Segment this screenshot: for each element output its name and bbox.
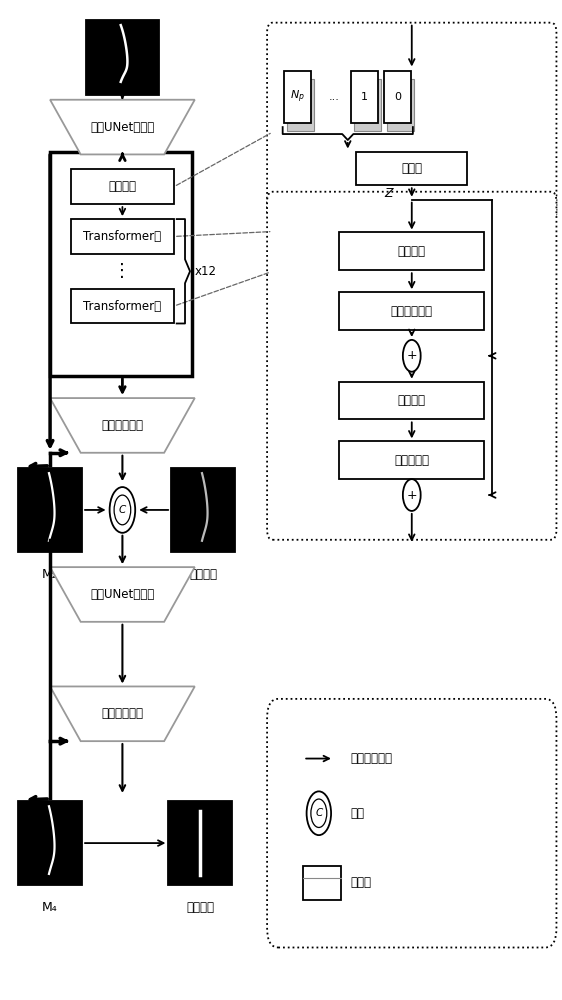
FancyBboxPatch shape — [387, 79, 414, 131]
FancyBboxPatch shape — [267, 699, 556, 948]
Text: 融合: 融合 — [351, 807, 365, 820]
Text: 输入图像: 输入图像 — [189, 568, 217, 581]
Circle shape — [110, 487, 135, 533]
Text: ⋮: ⋮ — [114, 262, 132, 280]
Text: 输入图像: 输入图像 — [108, 111, 137, 124]
Text: Transformer层: Transformer层 — [83, 300, 161, 313]
FancyBboxPatch shape — [86, 20, 158, 95]
FancyBboxPatch shape — [71, 219, 174, 254]
Text: +: + — [406, 489, 417, 502]
FancyBboxPatch shape — [18, 468, 82, 552]
Polygon shape — [50, 398, 195, 453]
FancyBboxPatch shape — [303, 866, 341, 900]
Text: 多头自注意力: 多头自注意力 — [391, 305, 433, 318]
FancyBboxPatch shape — [18, 801, 82, 885]
Text: 层归一化: 层归一化 — [398, 245, 426, 258]
Text: 特征块: 特征块 — [351, 876, 371, 889]
Text: 解码回归重建: 解码回归重建 — [101, 419, 143, 432]
Text: M₄: M₄ — [42, 901, 58, 914]
Text: 数据输入路线: 数据输入路线 — [351, 752, 392, 765]
Text: 第一UNet编码器: 第一UNet编码器 — [90, 121, 155, 134]
Text: 线性层: 线性层 — [401, 162, 422, 175]
FancyBboxPatch shape — [354, 79, 380, 131]
Text: x12: x12 — [194, 265, 216, 278]
Polygon shape — [50, 100, 195, 154]
Text: 输出图像: 输出图像 — [187, 901, 214, 914]
Text: M₂: M₂ — [42, 568, 58, 581]
Text: C: C — [315, 808, 323, 818]
Text: $N_p$: $N_p$ — [290, 89, 305, 105]
Polygon shape — [50, 686, 195, 741]
FancyBboxPatch shape — [50, 152, 192, 376]
Circle shape — [114, 495, 131, 525]
FancyBboxPatch shape — [351, 71, 378, 123]
Text: 层归一化: 层归一化 — [398, 394, 426, 407]
Text: 0: 0 — [395, 92, 401, 102]
FancyBboxPatch shape — [71, 169, 174, 204]
FancyBboxPatch shape — [267, 192, 556, 540]
FancyBboxPatch shape — [71, 289, 174, 323]
Text: 第二UNet编码器: 第二UNet编码器 — [90, 588, 155, 601]
Text: Z: Z — [384, 187, 393, 200]
Text: Z: Z — [384, 173, 393, 186]
FancyBboxPatch shape — [169, 801, 232, 885]
Circle shape — [403, 340, 421, 372]
Circle shape — [311, 799, 327, 827]
Text: C: C — [119, 505, 126, 515]
FancyBboxPatch shape — [339, 441, 484, 479]
FancyBboxPatch shape — [284, 71, 311, 123]
FancyBboxPatch shape — [287, 79, 314, 131]
Text: Transformer层: Transformer层 — [83, 230, 161, 243]
FancyBboxPatch shape — [339, 382, 484, 419]
FancyBboxPatch shape — [171, 468, 235, 552]
Polygon shape — [50, 567, 195, 622]
Circle shape — [403, 479, 421, 511]
FancyBboxPatch shape — [384, 71, 411, 123]
FancyBboxPatch shape — [339, 292, 484, 330]
Text: 位置编码: 位置编码 — [108, 180, 137, 193]
FancyBboxPatch shape — [356, 152, 468, 185]
Text: 解码回归重建: 解码回归重建 — [101, 707, 143, 720]
Circle shape — [307, 791, 331, 835]
Text: ...: ... — [328, 92, 339, 102]
FancyBboxPatch shape — [339, 232, 484, 270]
Text: 1: 1 — [361, 92, 368, 102]
Text: 多层感知机: 多层感知机 — [395, 454, 429, 467]
Text: +: + — [406, 349, 417, 362]
FancyBboxPatch shape — [267, 23, 556, 222]
